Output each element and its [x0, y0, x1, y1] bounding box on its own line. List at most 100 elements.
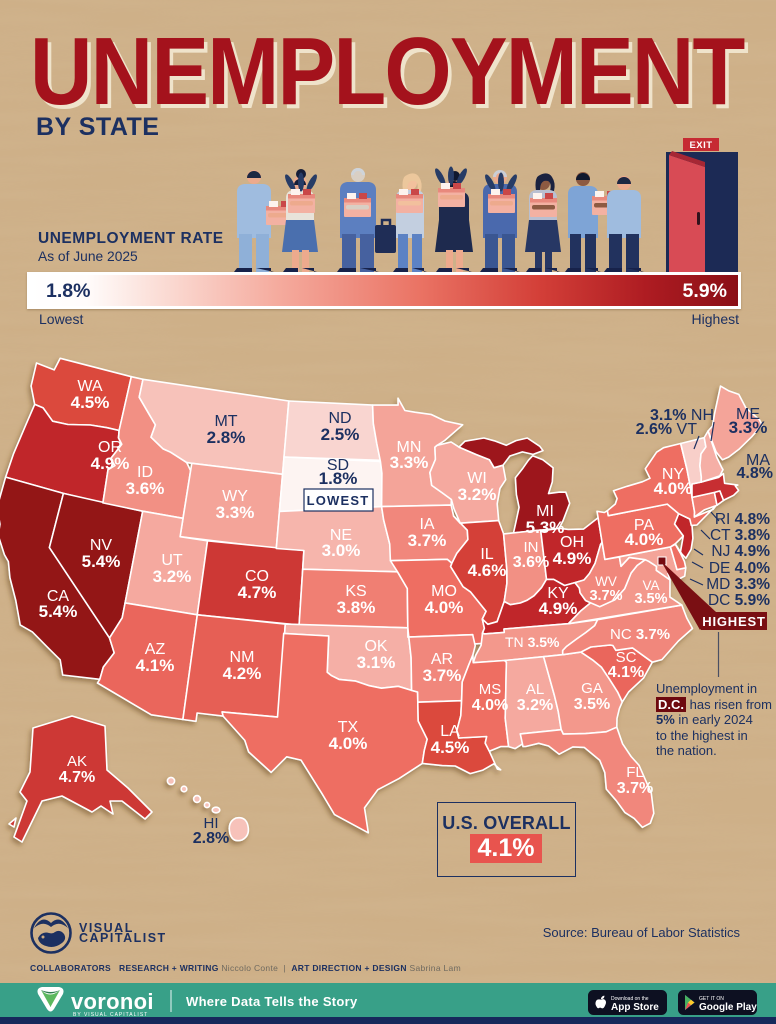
svg-text:VA: VA	[642, 578, 659, 593]
svg-text:LOWEST: LOWEST	[307, 493, 370, 508]
svg-text:Google Play: Google Play	[699, 1002, 757, 1013]
svg-text:3.1% NH: 3.1% NH	[650, 407, 714, 424]
svg-text:DE 4.0%: DE 4.0%	[709, 560, 770, 577]
svg-text:KS: KS	[345, 583, 366, 600]
svg-text:2.8%: 2.8%	[207, 428, 246, 447]
svg-text:ID: ID	[137, 464, 153, 481]
svg-text:OR: OR	[98, 439, 122, 456]
svg-text:IN: IN	[524, 539, 539, 556]
svg-text:3.3%: 3.3%	[216, 503, 255, 522]
svg-text:3.7%: 3.7%	[408, 531, 447, 550]
svg-text:HI: HI	[204, 815, 219, 832]
svg-text:MT: MT	[214, 413, 237, 430]
svg-text:WI: WI	[467, 470, 487, 487]
svg-text:4.0%: 4.0%	[654, 479, 693, 498]
svg-text:Where Data Tells the Story: Where Data Tells the Story	[186, 994, 358, 1009]
svg-text:3.2%: 3.2%	[153, 567, 192, 586]
svg-text:4.9%: 4.9%	[539, 599, 578, 618]
svg-text:2.8%: 2.8%	[193, 830, 229, 847]
svg-text:TN 3.5%: TN 3.5%	[505, 634, 560, 650]
svg-text:IA: IA	[419, 516, 434, 533]
svg-text:EXIT: EXIT	[689, 140, 712, 151]
svg-text:3.8%: 3.8%	[337, 598, 376, 617]
svg-text:MI: MI	[536, 503, 554, 520]
svg-text:NM: NM	[230, 649, 255, 666]
svg-text:NC 3.7%: NC 3.7%	[610, 626, 670, 643]
svg-text:LA: LA	[440, 723, 460, 740]
svg-text:ME: ME	[736, 406, 760, 423]
svg-text:4.7%: 4.7%	[59, 769, 95, 786]
svg-text:SC: SC	[616, 649, 637, 666]
svg-text:5.4%: 5.4%	[82, 552, 121, 571]
svg-text:WA: WA	[77, 378, 103, 395]
svg-text:3.7%: 3.7%	[617, 780, 653, 797]
svg-text:TX: TX	[338, 719, 359, 736]
svg-text:UT: UT	[161, 552, 183, 569]
svg-text:3.7%: 3.7%	[423, 666, 462, 685]
svg-text:4.0%: 4.0%	[472, 697, 508, 714]
svg-text:CO: CO	[245, 568, 269, 585]
svg-text:DC 5.9%: DC 5.9%	[708, 592, 770, 609]
svg-text:PA: PA	[634, 517, 654, 534]
svg-text:MA: MA	[746, 452, 770, 469]
svg-text:AR: AR	[431, 651, 453, 668]
svg-text:3.5%: 3.5%	[574, 696, 610, 713]
svg-text:NJ 4.9%: NJ 4.9%	[711, 543, 770, 560]
svg-text:1.8%: 1.8%	[319, 469, 358, 488]
svg-text:NE: NE	[330, 527, 352, 544]
svg-text:SD: SD	[327, 457, 349, 474]
svg-text:Download on the: Download on the	[611, 996, 649, 1002]
svg-text:4.1%: 4.1%	[136, 656, 175, 675]
svg-text:MS: MS	[479, 681, 502, 698]
svg-text:App Store: App Store	[611, 1002, 659, 1013]
svg-text:4.5%: 4.5%	[431, 738, 470, 757]
svg-text:4.6%: 4.6%	[468, 561, 507, 580]
svg-text:AZ: AZ	[145, 641, 166, 658]
svg-text:RI 4.8%: RI 4.8%	[715, 511, 770, 528]
svg-text:VISUAL: VISUAL	[79, 921, 134, 935]
svg-text:3.2%: 3.2%	[517, 697, 553, 714]
svg-text:4.9%: 4.9%	[553, 549, 592, 568]
svg-text:MO: MO	[431, 583, 457, 600]
svg-text:4.1%: 4.1%	[608, 664, 644, 681]
svg-text:3.6%: 3.6%	[513, 554, 549, 571]
svg-text:3.2%: 3.2%	[458, 485, 497, 504]
svg-text:GET IT ON: GET IT ON	[699, 996, 724, 1002]
svg-text:HIGHEST: HIGHEST	[702, 614, 765, 629]
svg-text:3.1%: 3.1%	[357, 653, 396, 672]
svg-text:5.3%: 5.3%	[526, 518, 565, 537]
svg-text:ND: ND	[328, 410, 351, 427]
svg-text:4.9%: 4.9%	[91, 454, 130, 473]
svg-text:5.4%: 5.4%	[39, 602, 78, 621]
svg-text:3.6%: 3.6%	[126, 479, 165, 498]
svg-text:3.3%: 3.3%	[390, 453, 429, 472]
svg-text:WY: WY	[222, 488, 248, 505]
svg-text:4.7%: 4.7%	[238, 583, 277, 602]
svg-text:4.5%: 4.5%	[71, 393, 110, 412]
svg-text:BY VISUAL CAPITALIST: BY VISUAL CAPITALIST	[73, 1012, 148, 1017]
svg-text:MN: MN	[397, 439, 422, 456]
svg-text:2.6% VT: 2.6% VT	[636, 421, 698, 438]
svg-text:GA: GA	[581, 680, 603, 697]
svg-text:4.0%: 4.0%	[625, 530, 664, 549]
svg-text:CAPITALIST: CAPITALIST	[79, 931, 167, 945]
svg-text:KY: KY	[547, 585, 569, 602]
svg-text:IL: IL	[480, 546, 493, 563]
svg-text:AL: AL	[526, 681, 544, 698]
svg-text:voronoi: voronoi	[71, 989, 154, 1014]
svg-text:CA: CA	[47, 588, 70, 605]
svg-text:4.0%: 4.0%	[425, 598, 464, 617]
svg-text:WV: WV	[595, 574, 617, 589]
svg-text:3.3%: 3.3%	[729, 418, 768, 437]
svg-text:CT 3.8%: CT 3.8%	[710, 527, 770, 544]
svg-text:FL: FL	[626, 764, 644, 781]
svg-text:NV: NV	[90, 537, 113, 554]
svg-text:4.8%: 4.8%	[737, 465, 773, 482]
svg-text:AK: AK	[67, 753, 87, 770]
svg-text:4.0%: 4.0%	[329, 734, 368, 753]
svg-text:3.7%: 3.7%	[589, 588, 622, 604]
svg-text:3.5%: 3.5%	[634, 591, 667, 607]
svg-text:4.2%: 4.2%	[223, 664, 262, 683]
svg-text:MD 3.3%: MD 3.3%	[706, 576, 770, 593]
svg-text:OK: OK	[364, 638, 387, 655]
